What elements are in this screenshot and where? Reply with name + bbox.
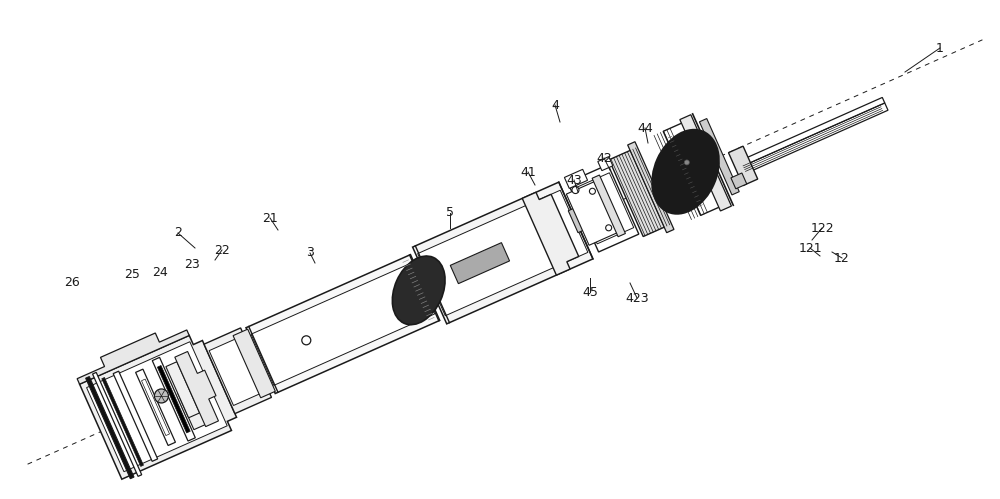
Circle shape: [589, 188, 595, 194]
Polygon shape: [739, 103, 888, 175]
Polygon shape: [699, 119, 739, 195]
Text: 2: 2: [174, 227, 182, 240]
Polygon shape: [731, 173, 747, 189]
Polygon shape: [87, 342, 227, 472]
Ellipse shape: [392, 256, 445, 325]
Polygon shape: [93, 372, 142, 477]
Polygon shape: [592, 175, 625, 237]
Text: 44: 44: [637, 121, 653, 135]
Text: 1: 1: [936, 41, 944, 54]
Text: 22: 22: [214, 244, 230, 256]
Polygon shape: [598, 157, 613, 171]
Circle shape: [684, 160, 689, 165]
Ellipse shape: [652, 130, 719, 214]
Polygon shape: [736, 97, 885, 168]
Circle shape: [572, 187, 579, 194]
Polygon shape: [418, 190, 588, 316]
Polygon shape: [566, 180, 622, 246]
Polygon shape: [680, 115, 731, 211]
Circle shape: [302, 336, 311, 345]
Polygon shape: [204, 328, 271, 414]
Text: 43: 43: [566, 174, 582, 187]
Text: 42: 42: [596, 152, 612, 165]
Circle shape: [154, 389, 168, 403]
Polygon shape: [663, 120, 726, 216]
Polygon shape: [77, 330, 189, 384]
Polygon shape: [246, 254, 440, 394]
Polygon shape: [522, 192, 579, 275]
Polygon shape: [178, 383, 216, 430]
Text: 121: 121: [798, 242, 822, 254]
Polygon shape: [568, 204, 593, 233]
Text: 24: 24: [152, 265, 168, 278]
Polygon shape: [166, 362, 200, 418]
Polygon shape: [113, 371, 158, 462]
Text: 26: 26: [64, 275, 80, 288]
Polygon shape: [209, 336, 266, 406]
Polygon shape: [573, 173, 634, 244]
Text: 21: 21: [262, 212, 278, 225]
Polygon shape: [413, 182, 593, 324]
Text: 122: 122: [810, 222, 834, 235]
Polygon shape: [80, 335, 237, 479]
Text: 41: 41: [520, 166, 536, 179]
Polygon shape: [142, 379, 170, 436]
Text: 423: 423: [625, 291, 649, 304]
Text: 5: 5: [446, 207, 454, 220]
Text: 11: 11: [702, 146, 718, 159]
Polygon shape: [136, 369, 175, 446]
Polygon shape: [102, 377, 143, 467]
Text: 23: 23: [184, 257, 200, 270]
Polygon shape: [152, 357, 195, 441]
Text: 45: 45: [582, 285, 598, 298]
Polygon shape: [233, 329, 275, 398]
Polygon shape: [251, 263, 435, 385]
Polygon shape: [564, 169, 588, 189]
Polygon shape: [157, 365, 190, 433]
Polygon shape: [175, 351, 218, 427]
Polygon shape: [450, 243, 510, 283]
Polygon shape: [86, 377, 134, 479]
Text: 3: 3: [306, 247, 314, 259]
Polygon shape: [728, 146, 758, 186]
Circle shape: [606, 225, 612, 231]
Polygon shape: [628, 142, 674, 233]
Text: 12: 12: [834, 251, 850, 264]
Polygon shape: [568, 165, 639, 252]
Text: 25: 25: [124, 268, 140, 281]
Text: 4: 4: [551, 98, 559, 111]
Polygon shape: [609, 148, 671, 237]
